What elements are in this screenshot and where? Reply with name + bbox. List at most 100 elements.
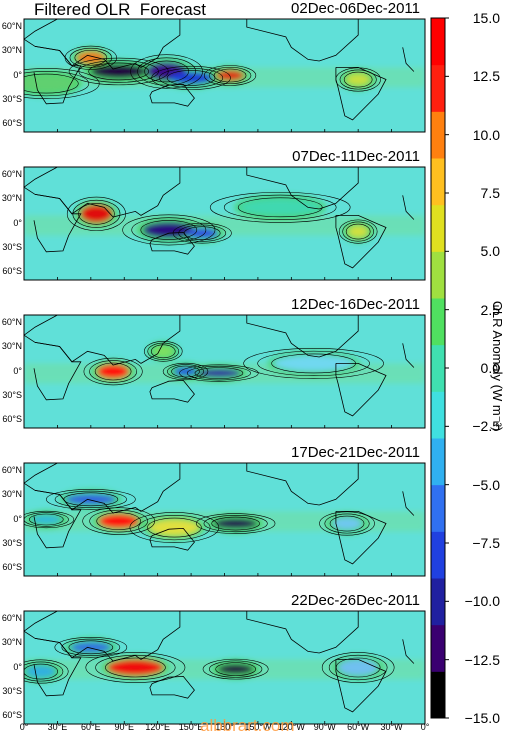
longitude-tick-label: 120°E xyxy=(145,722,170,732)
coastline xyxy=(149,527,195,551)
colorbar-segment xyxy=(431,18,445,66)
latitude-tick-label: 30°S xyxy=(2,93,22,104)
contour-line xyxy=(209,660,263,678)
colorbar-tick-label: −2.5 xyxy=(472,418,500,435)
contour-line xyxy=(213,68,247,83)
olr-anomaly-blob xyxy=(70,642,111,653)
contour-line xyxy=(28,513,64,526)
latitude-tick-label: 0° xyxy=(13,661,22,672)
contour-line xyxy=(24,663,59,680)
contour-line xyxy=(61,638,121,656)
coastline xyxy=(335,67,387,121)
colorbar-tick-label: −15.0 xyxy=(464,710,500,726)
colorbar-segment xyxy=(431,251,445,299)
coastline xyxy=(149,83,195,107)
map-panel xyxy=(23,166,426,281)
colorbar-tick-label: 0.0 xyxy=(480,360,500,376)
contour-line xyxy=(89,509,148,533)
olr-anomaly-blob xyxy=(332,517,363,530)
colorbar-segment xyxy=(431,298,445,346)
latitude-tick-label: 60°S xyxy=(2,413,22,424)
contour-line xyxy=(343,71,373,88)
map-panel xyxy=(23,18,426,133)
coastline xyxy=(246,611,359,654)
contour-line xyxy=(167,364,205,379)
contour-line xyxy=(131,217,207,243)
olr-anomaly-blob xyxy=(97,364,130,379)
contour-line xyxy=(105,657,166,678)
latitude-tick-label: 30°S xyxy=(2,685,22,696)
colorbar-segment xyxy=(431,344,445,392)
coastline xyxy=(24,19,181,70)
contour-line xyxy=(202,658,269,680)
colorbar-tick-label: −12.5 xyxy=(464,651,500,668)
longitude-tick-label: 30°E xyxy=(47,722,68,732)
colorbar-segment xyxy=(431,578,445,626)
colorbar-tick-label: 5.0 xyxy=(480,243,500,260)
coastline xyxy=(24,315,181,366)
coastline xyxy=(335,659,387,713)
contour-line xyxy=(89,360,138,383)
coastline xyxy=(149,675,195,699)
contour-line xyxy=(178,224,227,242)
colorbar-tick-label: −7.5 xyxy=(472,535,500,551)
coastline xyxy=(335,511,387,565)
contour-line xyxy=(237,197,323,218)
contour-line xyxy=(209,191,351,223)
olr-anomaly-blob xyxy=(90,64,147,79)
latitude-tick-label: 30°N xyxy=(1,489,22,500)
contour-line xyxy=(137,57,196,86)
coastline xyxy=(24,611,181,662)
olr-anomaly-blob xyxy=(107,659,164,676)
longitude-tick-label: 60°W xyxy=(347,722,370,732)
contour-line xyxy=(211,516,260,531)
map-panel xyxy=(23,610,426,725)
contour-line xyxy=(88,62,149,81)
colorbar-tick-label: −10.0 xyxy=(464,593,500,610)
contour-line xyxy=(339,69,377,90)
contour-line xyxy=(140,220,198,240)
olr-anomaly-blob xyxy=(31,515,62,524)
latitude-tick-label: 30°N xyxy=(1,45,22,56)
latitude-tick-label: 60°S xyxy=(2,117,22,128)
map-panel xyxy=(23,314,426,429)
latitude-tick-label: 60°S xyxy=(2,265,22,276)
longitude-tick-label: 0° xyxy=(420,722,430,732)
contour-line xyxy=(24,510,75,529)
latitude-tick-label: 60°S xyxy=(2,709,22,720)
latitude-tick-label: 0° xyxy=(13,365,22,376)
latitude-tick-label: 0° xyxy=(13,513,22,524)
colorbar-segment xyxy=(431,111,445,159)
contour-line xyxy=(144,60,189,83)
contour-line xyxy=(143,341,183,362)
longitude-tick-label: 120°W xyxy=(277,722,305,732)
contour-line xyxy=(96,512,141,530)
olr-anomaly-blob xyxy=(186,228,219,239)
olr-anomaly-blob xyxy=(24,75,77,92)
olr-anomaly-blob xyxy=(76,51,105,64)
panel-date-label: 07Dec-11Dec-2011 xyxy=(292,148,420,165)
contour-line xyxy=(208,66,252,85)
contour-line xyxy=(329,515,365,532)
latitude-tick-label: 60°N xyxy=(1,465,22,476)
olr-anomaly-blob xyxy=(217,664,254,675)
contour-line xyxy=(223,194,337,220)
olr-anomaly-blob xyxy=(240,199,321,216)
contour-line xyxy=(159,68,224,88)
olr-anomaly-blob xyxy=(348,225,369,238)
longitude-tick-label: 90°E xyxy=(114,722,135,732)
contour-line xyxy=(328,654,388,681)
contour-line xyxy=(147,517,202,538)
contour-line xyxy=(24,73,79,94)
contour-line xyxy=(162,362,209,381)
coastline xyxy=(246,463,359,506)
contour-line xyxy=(342,221,374,242)
contour-line xyxy=(138,514,211,541)
colorbar-tick-label: −5.0 xyxy=(472,476,500,493)
contour-line xyxy=(54,637,128,658)
contour-line xyxy=(321,652,395,683)
coastline xyxy=(149,379,195,403)
olr-anomaly-blob xyxy=(65,494,116,505)
contour-line xyxy=(171,365,200,378)
